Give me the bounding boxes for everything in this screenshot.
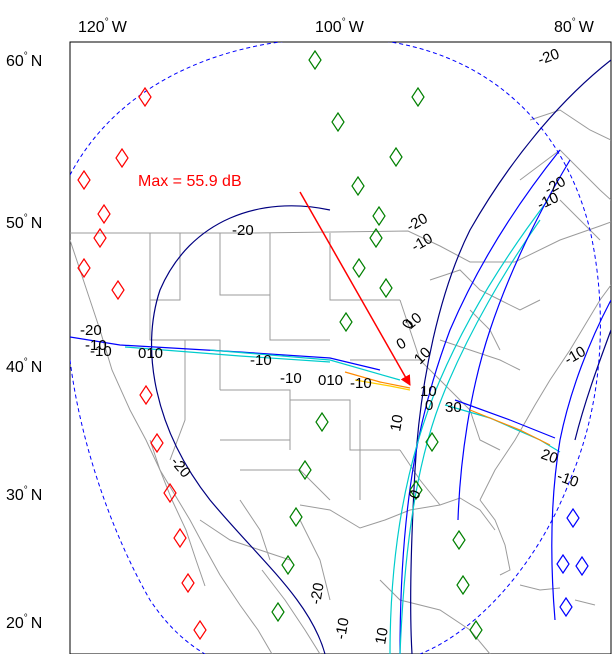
- diamond-marker-green: [411, 86, 425, 108]
- contour-label: 10: [372, 626, 392, 645]
- diamond-marker-green: [452, 529, 466, 551]
- diamond-marker-green: [351, 175, 365, 197]
- contour-label: 10: [387, 413, 407, 432]
- diamond-marker-green: [289, 506, 303, 528]
- contour-label: 0: [425, 397, 433, 414]
- contour-plume-peak-2: [354, 379, 411, 391]
- diamond-marker-red: [150, 432, 164, 454]
- contour-minus20-east: [410, 59, 611, 654]
- diamond-marker-green: [298, 459, 312, 481]
- contour-minus20-west: [151, 205, 331, 654]
- diamond-marker-green: [271, 601, 285, 623]
- contour-label: 010: [138, 345, 163, 362]
- diamond-marker-green: [469, 619, 483, 641]
- contour-label: -20: [307, 581, 328, 605]
- diamond-marker-green: [331, 111, 345, 133]
- contour-label: -20: [232, 222, 254, 239]
- diamond-marker-red: [193, 619, 207, 641]
- diamond-marker-red: [93, 227, 107, 249]
- lat-label-50n: 50° N: [6, 213, 42, 232]
- contour-label: 10: [420, 383, 437, 400]
- diamond-marker-red: [181, 572, 195, 594]
- latitude-labels: 60° N 50° N 40° N 30° N 20° N: [6, 51, 42, 632]
- contour-label: 20: [539, 446, 560, 468]
- diamond-marker-red: [77, 169, 91, 191]
- contour-label: -20: [536, 45, 562, 68]
- diamond-marker-blue: [556, 553, 570, 575]
- lat-label-30n: 30° N: [6, 485, 42, 504]
- diamond-marker-blue: [575, 555, 589, 577]
- diamond-marker-green: [389, 146, 403, 168]
- diamond-marker-red: [97, 203, 111, 225]
- diamond-marker-green: [409, 479, 423, 501]
- contour-label: -10: [280, 370, 302, 387]
- lon-label-120w: 120° W: [78, 17, 128, 36]
- contour-east-outer-2: [574, 329, 611, 441]
- diamond-marker-green: [281, 554, 295, 576]
- diamond-marker-green: [369, 227, 383, 249]
- lon-label-80w: 80° W: [554, 17, 595, 36]
- contour-plume-west-2: [124, 346, 331, 363]
- diamond-marker-green: [352, 257, 366, 279]
- diamond-marker-blue: [559, 596, 573, 618]
- diamond-marker-red: [115, 147, 129, 169]
- contour-label: 010: [318, 372, 343, 389]
- contour-minus10-east: [399, 149, 561, 654]
- contour-10-east: [399, 219, 541, 654]
- diamond-marker-blue: [566, 507, 580, 529]
- contour-label: -10: [250, 352, 272, 369]
- lat-label-20n: 20° N: [6, 613, 42, 632]
- lat-label-60n: 60° N: [6, 51, 42, 70]
- contour-plume-east: [444, 404, 561, 453]
- longitude-labels: 120° W 100° W 80° W: [78, 17, 595, 36]
- diamond-marker-red: [138, 86, 152, 108]
- horizon-circle: [70, 42, 601, 654]
- contour-east-outer: [551, 299, 611, 621]
- lon-label-100w: 100° W: [315, 17, 365, 36]
- map-frame: [69, 41, 612, 654]
- contour-plume-east-3: [454, 399, 556, 439]
- contour-label: -10: [350, 375, 372, 392]
- horizon-circle-west: [70, 359, 206, 654]
- contour-0-east: [389, 199, 549, 654]
- diamond-marker-green: [372, 205, 386, 227]
- diamond-marker-green: [456, 574, 470, 596]
- diamond-marker-red: [163, 482, 177, 504]
- contour-label: -10: [332, 616, 353, 640]
- contour-plume-west-3: [209, 349, 401, 381]
- diamond-marker-green: [379, 277, 393, 299]
- diamond-marker-red: [139, 384, 153, 406]
- diamond-marker-red: [111, 279, 125, 301]
- diamond-marker-green: [339, 311, 353, 333]
- contour-plume-east-2: [469, 409, 551, 446]
- contour-plume-peak: [344, 371, 411, 389]
- contour-label: -10: [90, 343, 112, 360]
- contour-label: 30: [445, 399, 462, 416]
- contour-minus10-inner: [457, 159, 571, 521]
- contour-label: -20: [80, 322, 102, 339]
- contour-lines: [70, 59, 611, 654]
- lat-label-40n: 40° N: [6, 357, 42, 376]
- annotation-arrow: [299, 191, 411, 386]
- diamond-marker-green: [315, 411, 329, 433]
- diamond-marker-green: [308, 49, 322, 71]
- contour-label: -10: [555, 468, 581, 491]
- max-annotation: Max = 55.9 dB: [138, 173, 242, 190]
- diamond-marker-red: [77, 257, 91, 279]
- diamond-marker-green: [425, 431, 439, 453]
- contour-label: -10: [85, 337, 107, 354]
- diamond-marker-red: [173, 527, 187, 549]
- markers: [77, 49, 589, 641]
